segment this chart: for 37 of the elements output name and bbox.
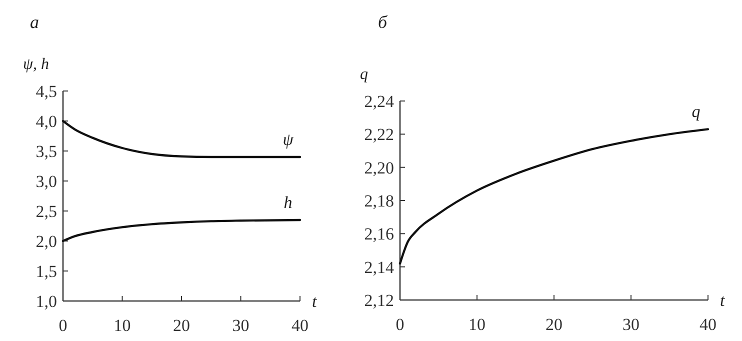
y-tick-label: 4,0 — [36, 112, 57, 131]
line-series — [62, 120, 302, 158]
y-tick-label: 2,16 — [364, 224, 394, 244]
x-tick-label: 40 — [700, 315, 716, 334]
line-series — [398, 128, 710, 265]
series-label: ψ — [282, 130, 294, 149]
x-tick-label: 0 — [396, 315, 404, 334]
y-tick-label: 2,20 — [364, 158, 394, 178]
y-tick-label: 2,12 — [364, 290, 394, 310]
x-tick-label: 10 — [114, 316, 131, 335]
y-tick-label: 1,0 — [36, 292, 57, 311]
y-axis-title: ψ, h — [23, 56, 49, 73]
x-tick-label: 20 — [546, 315, 562, 334]
series-label: q — [692, 102, 701, 122]
y-tick-label: 2,22 — [364, 125, 394, 144]
y-tick-label: 3,0 — [36, 172, 57, 191]
y-tick-label: 2,0 — [36, 232, 57, 251]
y-tick-label: 2,18 — [364, 191, 394, 210]
y-tick-label: 1,5 — [36, 262, 57, 281]
y-tick-label: 4,5 — [36, 82, 57, 101]
chart-title: б — [378, 12, 388, 32]
chart-title: а — [30, 12, 39, 32]
y-tick-label: 2,5 — [36, 202, 57, 221]
x-tick-label: 10 — [468, 315, 486, 334]
x-tick-label: 40 — [292, 316, 308, 335]
line-series — [62, 218, 302, 242]
x-tick-label: 20 — [173, 316, 190, 335]
x-tick-label: 30 — [622, 315, 640, 334]
y-tick-label: 2,14 — [364, 258, 394, 277]
x-tick-label: 0 — [58, 316, 68, 335]
x-tick-label: 30 — [232, 316, 250, 335]
y-tick-label: 3,5 — [36, 142, 57, 161]
x-axis-title: t — [312, 292, 318, 311]
y-axis-title: q — [360, 66, 368, 83]
series-label: h — [284, 193, 292, 212]
y-tick-label: 2,24 — [364, 92, 394, 111]
x-axis-title: t — [720, 291, 726, 310]
